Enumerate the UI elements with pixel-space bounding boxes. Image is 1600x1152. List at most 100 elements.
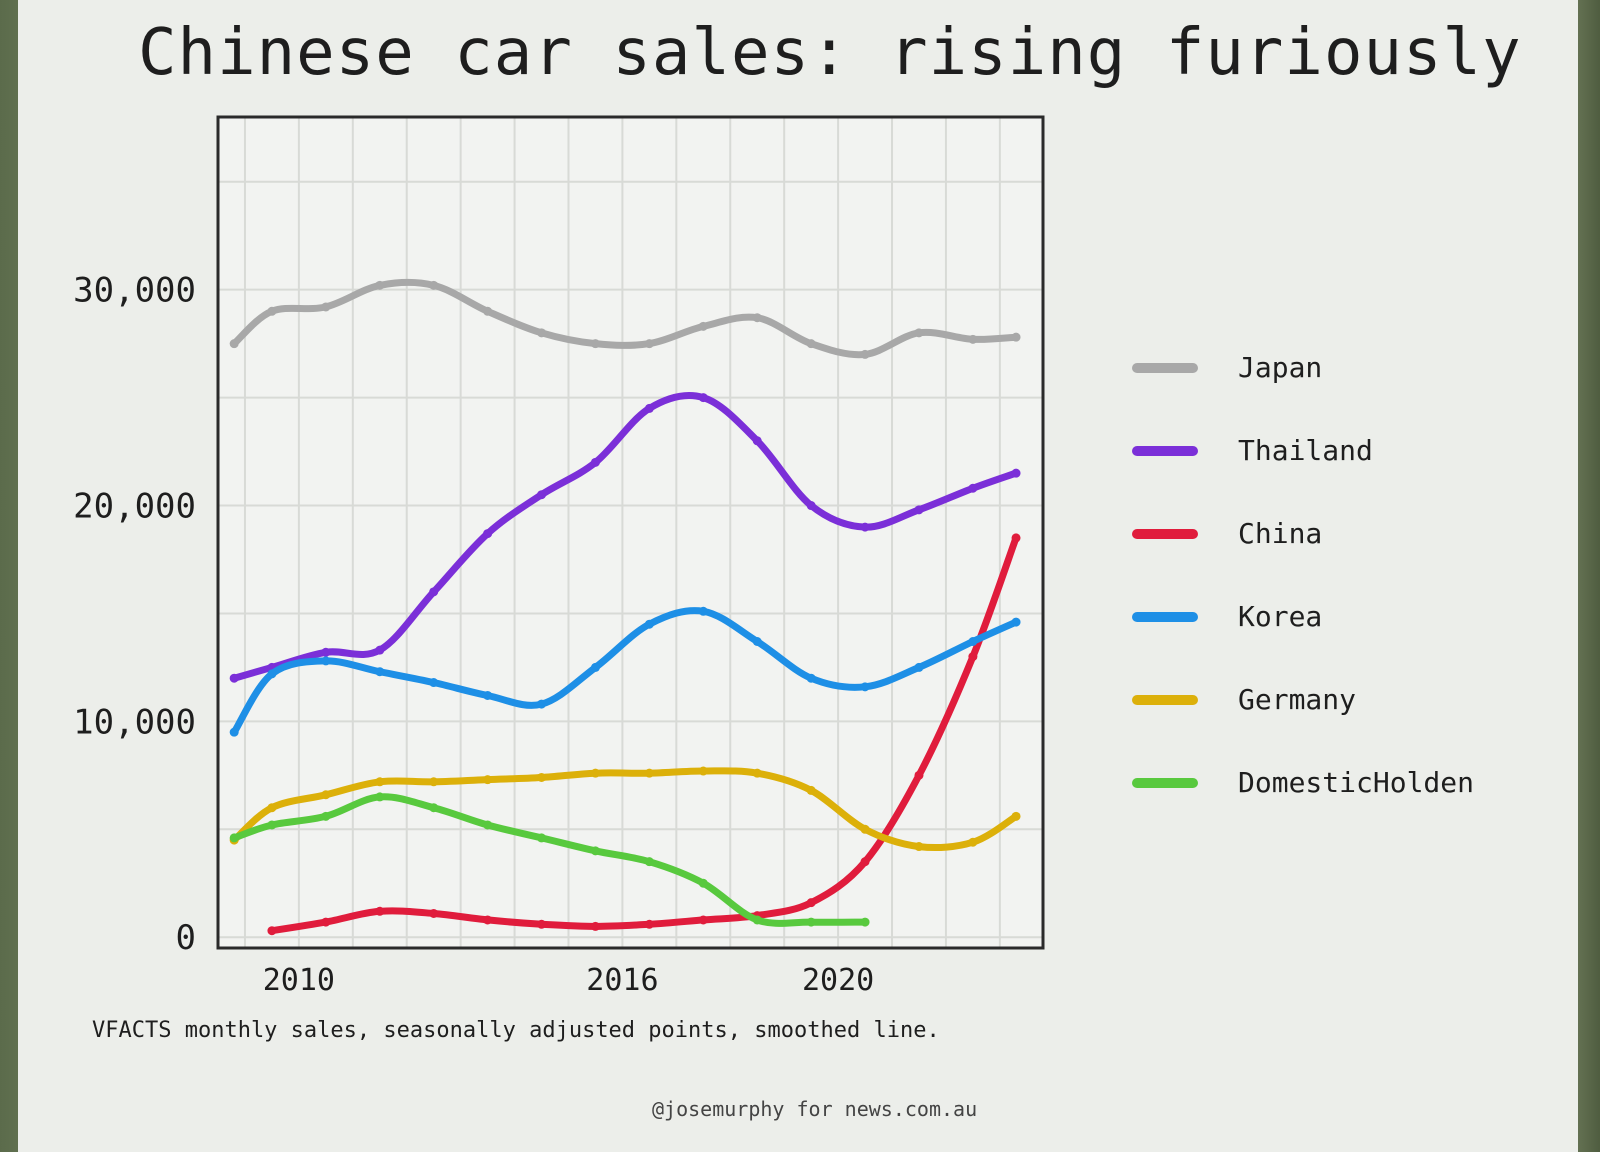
data-point-china xyxy=(429,908,439,918)
data-point-domesticholden xyxy=(860,917,870,927)
data-point-germany xyxy=(698,766,708,776)
data-point-japan xyxy=(968,334,978,344)
data-point-korea xyxy=(229,727,239,737)
legend-item-thailand: Thailand xyxy=(1132,409,1552,492)
data-point-domesticholden xyxy=(429,803,439,813)
data-point-china xyxy=(1011,533,1021,543)
data-point-korea xyxy=(860,682,870,692)
data-point-thailand xyxy=(644,403,654,413)
data-point-japan xyxy=(1011,332,1021,342)
legend-swatch xyxy=(1132,362,1198,373)
data-point-korea xyxy=(537,699,547,709)
data-point-germany xyxy=(644,768,654,778)
data-point-korea xyxy=(752,637,762,647)
x-tick-label: 2020 xyxy=(802,963,874,998)
y-tick-label: 20,000 xyxy=(73,487,196,527)
data-point-korea xyxy=(1011,617,1021,627)
data-point-china xyxy=(806,898,816,908)
data-point-domesticholden xyxy=(698,878,708,888)
x-tick-label: 2016 xyxy=(586,963,658,998)
data-point-china xyxy=(644,919,654,929)
legend-label: Japan xyxy=(1238,351,1323,384)
legend-swatch xyxy=(1132,611,1198,622)
data-point-germany xyxy=(483,775,493,785)
data-point-japan xyxy=(375,280,385,290)
data-point-china xyxy=(968,652,978,662)
data-point-thailand xyxy=(914,505,924,515)
data-point-china xyxy=(860,857,870,867)
data-point-domesticholden xyxy=(229,833,239,843)
data-point-domesticholden xyxy=(537,833,547,843)
data-point-thailand xyxy=(483,529,493,539)
data-point-china xyxy=(537,919,547,929)
data-point-korea xyxy=(483,690,493,700)
data-point-thailand xyxy=(752,436,762,446)
data-point-thailand xyxy=(229,673,239,683)
data-point-korea xyxy=(375,667,385,677)
data-point-germany xyxy=(752,768,762,778)
data-point-china xyxy=(375,906,385,916)
chart-caption: VFACTS monthly sales, seasonally adjuste… xyxy=(92,1018,940,1043)
data-point-china xyxy=(483,915,493,925)
data-point-domesticholden xyxy=(375,792,385,802)
data-point-china xyxy=(914,770,924,780)
data-point-korea xyxy=(914,662,924,672)
series-line-korea xyxy=(230,607,1020,736)
chart-credit: @josemurphy for news.com.au xyxy=(652,1097,978,1121)
data-point-japan xyxy=(537,328,547,338)
data-point-korea xyxy=(968,637,978,647)
data-point-thailand xyxy=(321,647,331,657)
data-point-japan xyxy=(321,302,331,312)
legend-item-korea: Korea xyxy=(1132,575,1552,658)
series-line-germany xyxy=(230,767,1020,852)
legend-label: China xyxy=(1238,517,1323,550)
data-point-china xyxy=(590,921,600,931)
data-point-germany xyxy=(321,790,331,800)
data-point-domesticholden xyxy=(321,811,331,821)
legend-label: Germany xyxy=(1238,683,1357,716)
y-tick-label: 30,000 xyxy=(73,271,196,311)
data-point-germany xyxy=(968,837,978,847)
data-point-korea xyxy=(590,662,600,672)
data-point-korea xyxy=(267,669,277,679)
data-point-thailand xyxy=(375,645,385,655)
x-tick-label: 2010 xyxy=(263,963,335,998)
data-point-germany xyxy=(806,785,816,795)
plot-frame xyxy=(216,115,1045,950)
data-point-thailand xyxy=(860,522,870,532)
plot-area xyxy=(218,117,1043,948)
legend-item-china: China xyxy=(1132,492,1552,575)
data-point-japan xyxy=(267,306,277,316)
data-point-japan xyxy=(806,339,816,349)
data-point-thailand xyxy=(537,490,547,500)
data-point-germany xyxy=(537,772,547,782)
data-point-thailand xyxy=(806,501,816,511)
data-point-domesticholden xyxy=(752,915,762,925)
data-point-china xyxy=(698,915,708,925)
legend-item-germany: Germany xyxy=(1132,658,1552,741)
data-point-korea xyxy=(698,606,708,616)
data-point-china xyxy=(267,926,277,936)
y-tick-label: 0 xyxy=(176,918,196,958)
data-point-japan xyxy=(644,339,654,349)
y-tick-label: 10,000 xyxy=(73,702,196,742)
data-point-japan xyxy=(483,306,493,316)
chart-legend: Japan Thailand China Korea Germany DomesticHo… xyxy=(1132,326,1552,824)
data-point-korea xyxy=(429,678,439,688)
data-point-thailand xyxy=(1011,468,1021,478)
data-point-germany xyxy=(860,824,870,834)
data-point-domesticholden xyxy=(267,820,277,830)
data-point-thailand xyxy=(698,393,708,403)
data-point-domesticholden xyxy=(644,857,654,867)
chart-title: Chinese car sales: rising furiously xyxy=(138,16,1522,90)
data-point-germany xyxy=(375,777,385,787)
data-point-domesticholden xyxy=(483,820,493,830)
series-line-japan xyxy=(230,278,1020,359)
legend-swatch xyxy=(1132,777,1198,788)
data-point-germany xyxy=(914,842,924,852)
series-line-china xyxy=(268,534,1020,935)
legend-label: Thailand xyxy=(1238,434,1373,467)
legend-swatch xyxy=(1132,694,1198,705)
data-point-japan xyxy=(229,339,239,349)
legend-item-japan: Japan xyxy=(1132,326,1552,409)
